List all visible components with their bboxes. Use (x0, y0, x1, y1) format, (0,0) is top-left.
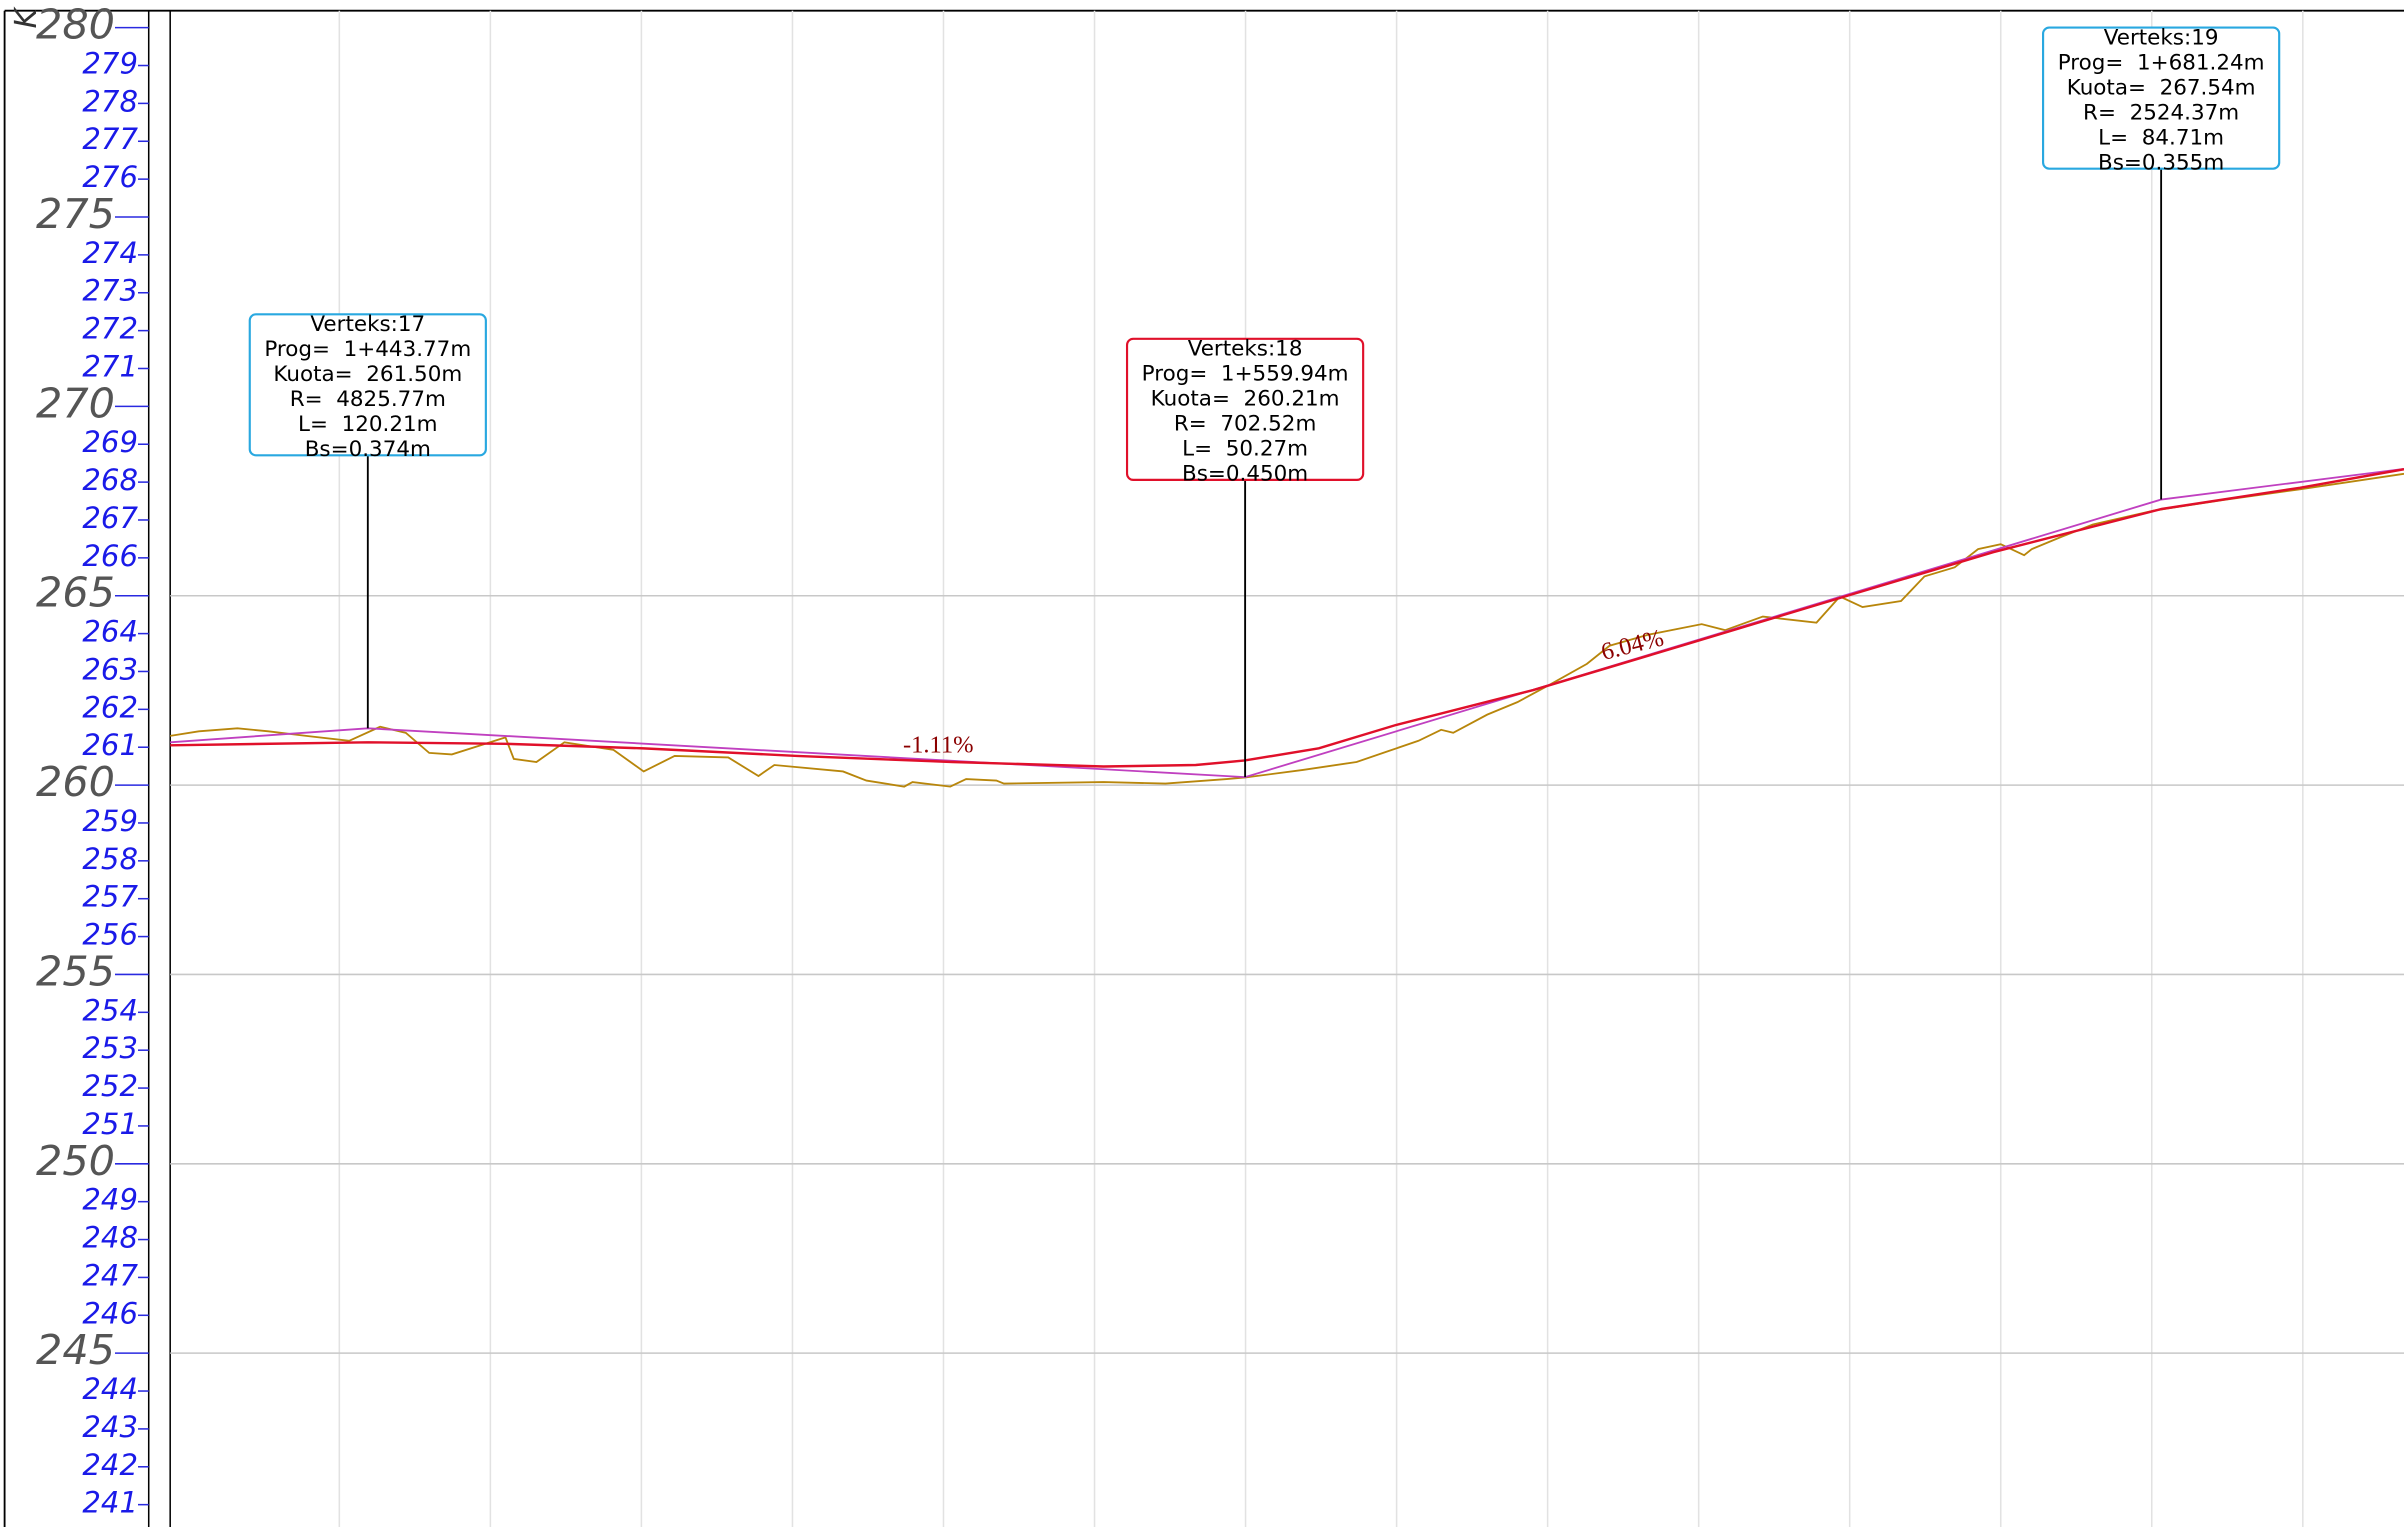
vertex-info: Verteks:19 (2104, 25, 2219, 50)
y-tick-label: 269 (82, 425, 138, 459)
y-tick-label: 254 (82, 993, 138, 1027)
y-tick-label-major: 260 (36, 758, 115, 806)
vertex-info: Verteks:17 (310, 312, 425, 337)
y-tick-label: 279 (82, 47, 138, 81)
y-tick-label-major: 255 (36, 947, 115, 995)
vertex-info: Prog= 1+443.77m (264, 337, 471, 362)
y-tick-label: 244 (82, 1372, 138, 1406)
y-tick-label: 276 (82, 160, 138, 194)
y-tick-label: 251 (82, 1107, 138, 1141)
vertex-info: R= 2524.37m (2083, 100, 2239, 125)
vertex-info: Bs=0.450m (1182, 462, 1308, 487)
vertex-info: L= 50.27m (1182, 437, 1308, 462)
vertex-info: Prog= 1+681.24m (2058, 50, 2265, 75)
y-tick-label: 247 (82, 1258, 138, 1292)
vertex-info: Bs=0.374m (305, 437, 431, 462)
y-tick-label: 261 (82, 728, 138, 762)
y-tick-label-major: 245 (36, 1326, 115, 1374)
y-tick-label: 273 (82, 274, 138, 308)
y-tick-label: 252 (82, 1069, 138, 1103)
vertex-info: Bs=0.355m (2098, 150, 2224, 175)
vertex-info: Kuota= 267.54m (2067, 75, 2256, 100)
vertex-info: R= 4825.77m (290, 387, 446, 412)
vertex-info: Verteks:18 (1188, 337, 1303, 362)
y-tick-label: 272 (82, 312, 138, 346)
y-tick-label: 248 (82, 1221, 138, 1255)
y-tick-label-major: 250 (36, 1137, 115, 1185)
vertex-info: Prog= 1+559.94m (1142, 362, 1349, 387)
y-tick-label: 264 (82, 615, 138, 649)
y-tick-label: 266 (82, 539, 138, 573)
y-tick-label-major: 280 (36, 1, 115, 49)
vertex-info: L= 84.71m (2098, 125, 2224, 150)
y-tick-label: 253 (82, 1031, 138, 1065)
y-tick-label: 262 (82, 690, 138, 724)
vertex-box (1125, 337, 1365, 481)
y-tick-label: 274 (82, 236, 138, 270)
grade-label: -1.11% (903, 731, 974, 758)
y-tick-label: 268 (82, 463, 138, 497)
y-tick-label: 257 (82, 880, 138, 914)
profile-line (170, 468, 2404, 768)
vertex-info: Kuota= 260.21m (1151, 387, 1340, 412)
y-tick-label: 242 (82, 1448, 138, 1482)
vertex-box (2042, 26, 2281, 170)
vertex-info: L= 120.21m (298, 412, 438, 437)
y-tick-label: 267 (82, 501, 138, 535)
vertex-box (248, 313, 487, 457)
y-tick-label: 263 (82, 652, 138, 686)
y-tick-label: 241 (82, 1486, 138, 1520)
y-tick-label: 277 (82, 122, 138, 156)
y-tick-label: 271 (82, 349, 138, 383)
y-axis-label: K (9, 5, 44, 28)
y-tick-label: 249 (82, 1183, 138, 1217)
y-tick-label-major: 275 (36, 190, 115, 238)
y-tick-label: 246 (82, 1296, 138, 1330)
y-tick-label: 259 (82, 804, 138, 838)
y-tick-label: 278 (82, 84, 138, 118)
y-tick-label: 258 (82, 842, 138, 876)
vertex-info: R= 702.52m (1174, 412, 1316, 437)
y-tick-label-major: 265 (36, 569, 115, 617)
y-tick-label-major: 270 (36, 379, 115, 427)
y-tick-label: 256 (82, 918, 138, 952)
vertex-info: Kuota= 261.50m (273, 362, 462, 387)
y-tick-label: 243 (82, 1410, 138, 1444)
